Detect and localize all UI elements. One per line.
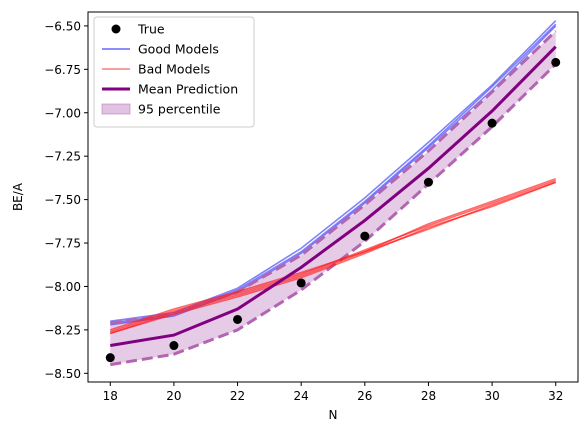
- axis-ticks: 18 20 22 24 26 28 30 32 −8.50 −8.25 −8.00 −7.75 −7.5…: [44, 19, 563, 403]
- true-point: [296, 278, 306, 288]
- legend-label: Mean Prediction: [138, 82, 238, 97]
- true-point: [487, 118, 497, 128]
- true-point: [105, 353, 115, 363]
- true-point: [551, 57, 561, 67]
- legend-label: True: [137, 22, 165, 37]
- y-tick-label: −8.00: [44, 280, 81, 294]
- x-tick-label: 22: [230, 389, 245, 403]
- x-tick-label: 18: [103, 389, 118, 403]
- true-point: [169, 341, 179, 351]
- x-tick-label: 32: [548, 389, 563, 403]
- legend-label: 95 percentile: [138, 102, 221, 117]
- x-tick-label: 28: [421, 389, 436, 403]
- y-tick-label: −8.50: [44, 367, 81, 381]
- bad-model-line: [110, 181, 557, 335]
- y-tick-label: −7.75: [44, 237, 81, 251]
- y-tick-label: −7.50: [44, 193, 81, 207]
- percentile-upper-edge: [110, 30, 557, 325]
- bad-model-line: [110, 178, 556, 331]
- y-tick-label: −7.25: [44, 150, 81, 164]
- true-point: [423, 177, 433, 187]
- legend-box: [93, 16, 255, 128]
- y-tick-label: −6.75: [44, 63, 81, 77]
- x-tick-label: 30: [484, 389, 499, 403]
- legend-label: Good Models: [138, 42, 219, 57]
- legend-true-marker: [111, 24, 121, 34]
- y-tick-label: −6.50: [44, 19, 81, 33]
- y-tick-label: −7.00: [44, 106, 81, 120]
- x-tick-label: 20: [166, 389, 181, 403]
- y-axis-label: BE/A: [11, 182, 25, 211]
- bad-model-line: [110, 181, 556, 335]
- true-point: [233, 314, 243, 324]
- x-axis-label: N: [329, 408, 338, 422]
- percentile-band: [110, 31, 556, 365]
- legend: True Good Models Bad Models Mean Prediction…: [93, 16, 255, 128]
- legend-label: Bad Models: [138, 62, 210, 77]
- legend-band-swatch: [101, 103, 131, 115]
- true-point: [360, 231, 370, 241]
- x-tick-label: 24: [294, 389, 309, 403]
- mean-prediction-line: [110, 45, 557, 348]
- axes-frame: [87, 11, 579, 383]
- y-tick-label: −8.25: [44, 323, 81, 337]
- x-tick-label: 26: [357, 389, 372, 403]
- plot-area: [105, 20, 561, 367]
